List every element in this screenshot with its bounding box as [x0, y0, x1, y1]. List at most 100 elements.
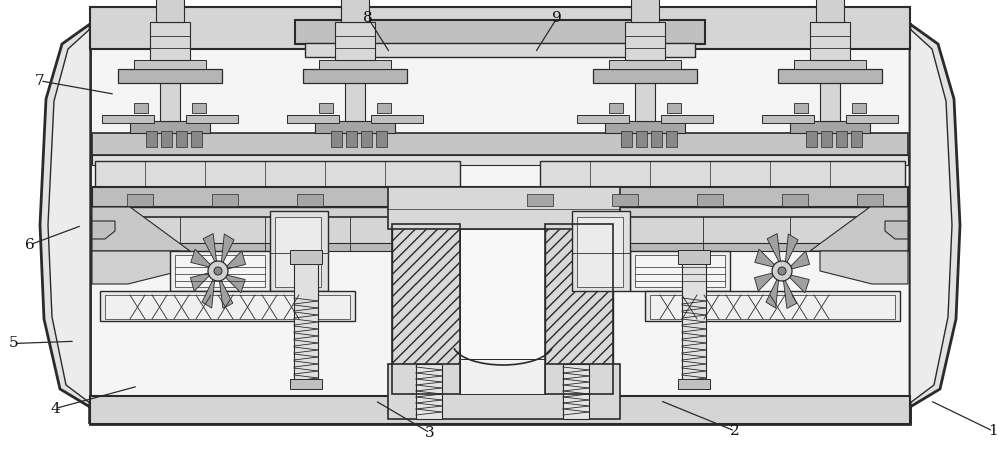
Polygon shape: [190, 272, 213, 291]
Polygon shape: [785, 234, 798, 267]
Bar: [160, 39, 180, 121]
Bar: [331, 131, 342, 147]
Bar: [303, 69, 407, 83]
Bar: [295, 20, 705, 44]
Bar: [682, 254, 706, 384]
Bar: [816, 0, 844, 22]
Bar: [528, 243, 908, 251]
Bar: [810, 22, 850, 60]
Polygon shape: [755, 249, 778, 268]
Bar: [625, 22, 665, 60]
Polygon shape: [786, 274, 809, 293]
Bar: [335, 22, 375, 60]
Circle shape: [208, 261, 228, 281]
Text: 1: 1: [988, 424, 998, 438]
Polygon shape: [92, 207, 190, 251]
Polygon shape: [766, 275, 779, 308]
Bar: [170, 251, 270, 291]
Bar: [345, 39, 365, 121]
Bar: [636, 131, 647, 147]
Bar: [377, 103, 391, 113]
Polygon shape: [221, 234, 234, 267]
Polygon shape: [219, 276, 233, 308]
Bar: [156, 0, 184, 22]
Bar: [661, 115, 713, 123]
Bar: [305, 43, 695, 57]
Polygon shape: [810, 207, 908, 251]
Bar: [388, 187, 620, 229]
Bar: [846, 115, 898, 123]
Bar: [161, 131, 172, 147]
Bar: [371, 115, 423, 123]
Circle shape: [778, 267, 786, 275]
Bar: [134, 60, 206, 69]
Bar: [852, 103, 866, 113]
Text: 5: 5: [9, 336, 19, 351]
Bar: [621, 131, 632, 147]
Polygon shape: [92, 251, 180, 284]
Bar: [851, 131, 862, 147]
Bar: [697, 194, 723, 206]
Bar: [92, 243, 472, 251]
Bar: [667, 103, 681, 113]
Polygon shape: [40, 24, 90, 424]
Bar: [92, 133, 908, 155]
Bar: [528, 217, 908, 245]
Bar: [92, 187, 908, 207]
Text: 7: 7: [35, 74, 45, 88]
Bar: [635, 39, 655, 121]
Bar: [346, 131, 357, 147]
Bar: [392, 224, 460, 394]
Bar: [460, 359, 545, 394]
Bar: [90, 396, 910, 424]
Bar: [806, 131, 817, 147]
Bar: [105, 295, 350, 319]
Bar: [294, 254, 318, 384]
Bar: [392, 224, 460, 394]
Bar: [794, 103, 808, 113]
Polygon shape: [203, 233, 217, 266]
Bar: [287, 115, 339, 123]
Bar: [651, 131, 662, 147]
Polygon shape: [885, 221, 908, 239]
Bar: [127, 194, 153, 206]
Bar: [782, 194, 808, 206]
Bar: [95, 187, 460, 192]
Bar: [650, 295, 895, 319]
Bar: [794, 60, 866, 69]
Bar: [191, 131, 202, 147]
Bar: [678, 379, 710, 389]
Bar: [275, 217, 321, 287]
Bar: [90, 24, 910, 424]
Text: 3: 3: [425, 426, 435, 440]
Polygon shape: [191, 249, 214, 268]
Bar: [388, 364, 620, 419]
Bar: [212, 194, 238, 206]
Bar: [376, 131, 387, 147]
Bar: [545, 224, 613, 394]
Bar: [92, 207, 908, 219]
Bar: [130, 121, 210, 133]
Text: 2: 2: [730, 424, 740, 438]
Polygon shape: [783, 276, 797, 308]
Polygon shape: [223, 251, 246, 270]
Bar: [150, 22, 190, 60]
Polygon shape: [767, 233, 781, 266]
Bar: [186, 115, 238, 123]
Bar: [315, 121, 395, 133]
Bar: [605, 121, 685, 133]
Bar: [460, 229, 545, 359]
Text: 8: 8: [363, 11, 373, 25]
Bar: [577, 217, 623, 287]
Bar: [175, 255, 265, 287]
Bar: [416, 364, 442, 419]
Bar: [678, 250, 710, 264]
Bar: [341, 0, 369, 22]
Bar: [319, 60, 391, 69]
Text: 9: 9: [552, 11, 562, 25]
Bar: [297, 194, 323, 206]
Text: 4: 4: [50, 401, 60, 416]
Bar: [778, 69, 882, 83]
Polygon shape: [202, 275, 215, 308]
Bar: [290, 379, 322, 389]
